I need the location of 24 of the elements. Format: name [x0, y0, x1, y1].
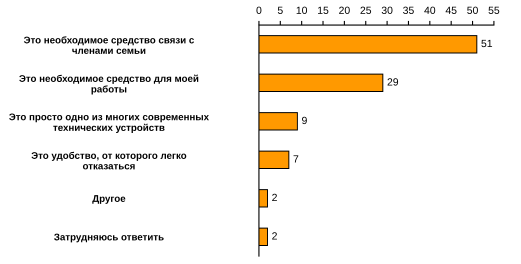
- x-tick-label: 15: [318, 6, 328, 14]
- x-tick-label: 5: [278, 6, 283, 14]
- x-tick-label: 35: [403, 6, 414, 14]
- y-tick-label: Затрудняюсь ответить: [54, 234, 164, 242]
- x-tick-label: 25: [360, 6, 372, 14]
- y-tick-label: Другое: [92, 195, 126, 204]
- data-label: 9: [302, 116, 307, 124]
- y-tick-label: Это удобство, от которого легко отказаться: [31, 152, 186, 170]
- data-label: 29: [388, 78, 398, 86]
- x-tick-label: 40: [424, 6, 436, 14]
- y-tick-label: Это необходимое средство для моей работы: [19, 74, 198, 94]
- y-tick-label: Это просто одно из многих современных технических устройств: [9, 113, 209, 133]
- x-tick-label: 50: [467, 6, 478, 14]
- x-tick-label: 10: [296, 6, 308, 14]
- x-tick-label: 30: [382, 6, 392, 14]
- x-tick-label: 0: [256, 6, 262, 14]
- data-label: 7: [294, 155, 298, 163]
- data-label: 2: [272, 194, 277, 202]
- data-label: 51: [481, 40, 492, 48]
- y-tick-label: Это необходимое средство связи с членами семьи: [24, 36, 194, 54]
- x-tick-label: 45: [446, 6, 457, 14]
- x-tick-label: 20: [339, 6, 350, 14]
- data-label: 2: [272, 232, 277, 240]
- x-tick-label: 55: [488, 6, 500, 14]
